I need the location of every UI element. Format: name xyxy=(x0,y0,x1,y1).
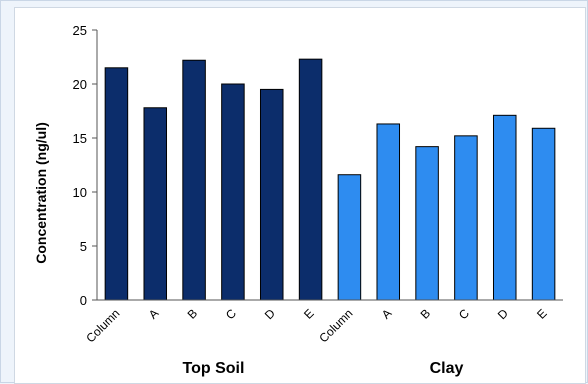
y-tick-label: 0 xyxy=(80,293,87,308)
x-axis: Column A B C D E Column A B C D E xyxy=(83,299,563,345)
x-tick-label: Column xyxy=(316,306,355,345)
bar xyxy=(104,67,129,301)
x-tick-label: B xyxy=(418,306,434,322)
bar xyxy=(221,83,245,301)
bar xyxy=(182,59,206,301)
y-tick-label: 5 xyxy=(80,239,87,254)
x-tick-label: D xyxy=(495,306,511,322)
x-tick-label: D xyxy=(262,306,278,322)
y-tick-label: 20 xyxy=(73,77,87,92)
x-tick-label: C xyxy=(456,306,472,322)
group-label: Clay xyxy=(430,360,464,377)
y-tick-label: 10 xyxy=(73,185,87,200)
bar xyxy=(492,114,517,301)
bar xyxy=(531,127,556,301)
bar xyxy=(454,135,478,301)
x-tick-label: E xyxy=(534,306,550,322)
bar xyxy=(337,174,362,301)
bar xyxy=(143,107,168,301)
x-tick-label: E xyxy=(301,306,317,322)
bar xyxy=(298,58,323,301)
y-axis: 0 5 10 15 20 25 xyxy=(73,23,98,308)
y-tick-label: 15 xyxy=(73,131,87,146)
bar xyxy=(415,146,439,301)
x-tick-label: C xyxy=(223,306,239,322)
bar xyxy=(259,88,284,301)
group-labels: Top Soil Clay xyxy=(183,360,464,377)
x-tick-label: Column xyxy=(83,306,122,345)
y-axis-label: Concentration (ng/ul) xyxy=(33,122,49,264)
bar xyxy=(376,123,401,301)
y-tick-label: 25 xyxy=(73,23,87,38)
bars xyxy=(104,58,556,301)
x-tick-label: B xyxy=(185,306,201,322)
group-label: Top Soil xyxy=(183,360,245,377)
x-tick-label: A xyxy=(379,306,395,322)
x-tick-label: A xyxy=(146,306,162,322)
